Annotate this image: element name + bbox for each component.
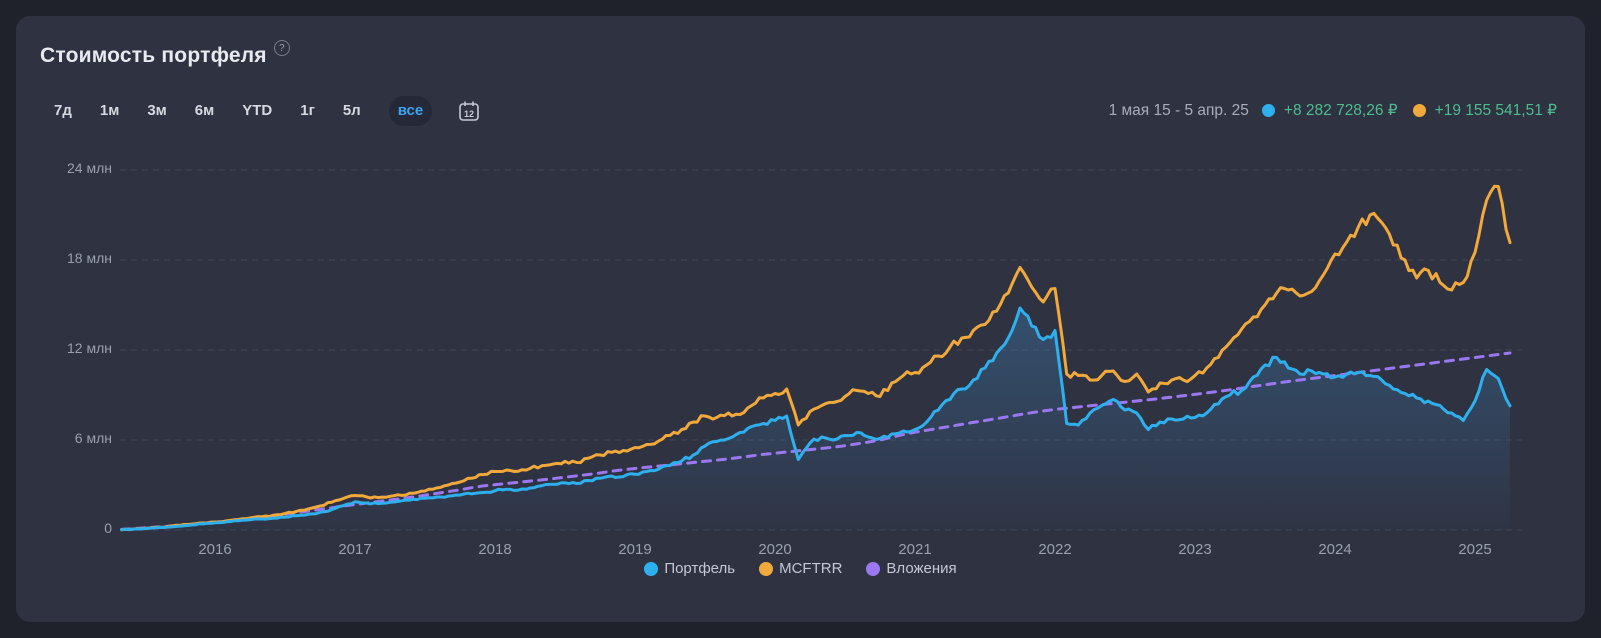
range-7d[interactable]: 7д — [54, 102, 72, 119]
x-tick-2025: 2025 — [1458, 541, 1492, 558]
benchmark-gain: +19 155 541,51 ₽ — [1434, 102, 1557, 119]
legend-portfolio-label: Портфель — [664, 560, 736, 577]
legend-contributions-dot — [866, 561, 881, 576]
x-tick-2016: 2016 — [198, 541, 232, 558]
range-ytd[interactable]: YTD — [242, 102, 273, 119]
x-tick-2019: 2019 — [618, 541, 652, 558]
portfolio-dot — [1261, 104, 1275, 117]
x-tick-2021: 2021 — [898, 541, 932, 558]
range-3m[interactable]: 3м — [147, 102, 167, 119]
legend-item-mcftrr[interactable]: MCFTRR — [759, 560, 842, 577]
x-tick-2022: 2022 — [1038, 541, 1072, 558]
period-summary: 1 мая 15 - 5 апр. 25 +8 282 728,26 ₽ +19… — [1109, 101, 1557, 120]
y-tick-18: 18 млн — [67, 250, 112, 266]
help-icon[interactable]: ? — [273, 40, 290, 56]
range-1m[interactable]: 1м — [99, 102, 120, 119]
period-label: 1 мая 15 - 5 апр. 25 — [1108, 101, 1249, 119]
x-tick-2024: 2024 — [1318, 541, 1352, 558]
page-title: Стоимость портфеля — [40, 44, 267, 67]
benchmark-dot — [1412, 104, 1426, 117]
range-selector: 7д 1м 3м 6м YTD 1г 5л все 12 — [54, 96, 482, 126]
calendar-day-label: 12 — [464, 109, 474, 119]
legend-mcftrr-dot — [759, 561, 774, 576]
legend-contributions-label: Вложения — [886, 560, 957, 577]
range-6m[interactable]: 6м — [194, 102, 215, 119]
y-tick-24: 24 млн — [67, 160, 112, 176]
legend-mcftrr-label: MCFTRR — [779, 560, 843, 577]
y-tick-6: 6 млн — [74, 430, 112, 446]
legend-item-contributions[interactable]: Вложения — [866, 560, 957, 577]
calendar-button[interactable]: 12 — [456, 98, 482, 124]
x-tick-2018: 2018 — [478, 541, 512, 558]
calendar-icon: 12 — [459, 101, 480, 121]
portfolio-area-fill — [121, 308, 1511, 530]
y-tick-0: 0 — [104, 520, 112, 536]
series-lines — [120, 184, 1512, 532]
y-tick-12: 12 млн — [67, 340, 112, 356]
legend-item-portfolio[interactable]: Портфель — [644, 560, 735, 577]
portfolio-gain: +8 282 728,26 ₽ — [1283, 102, 1398, 119]
x-tick-2020: 2020 — [758, 541, 792, 558]
range-5y[interactable]: 5л — [342, 102, 361, 119]
x-tick-2017: 2017 — [338, 541, 372, 558]
range-1y[interactable]: 1г — [300, 102, 315, 119]
legend-portfolio-dot — [644, 561, 659, 576]
range-all[interactable]: все — [388, 96, 433, 126]
x-tick-2023: 2023 — [1178, 541, 1212, 558]
chart-hover-area[interactable] — [120, 165, 1520, 530]
chart-header: Стоимость портфеля ? — [40, 40, 290, 68]
chart-legend: Портфель MCFTRR Вложения — [0, 560, 1601, 577]
